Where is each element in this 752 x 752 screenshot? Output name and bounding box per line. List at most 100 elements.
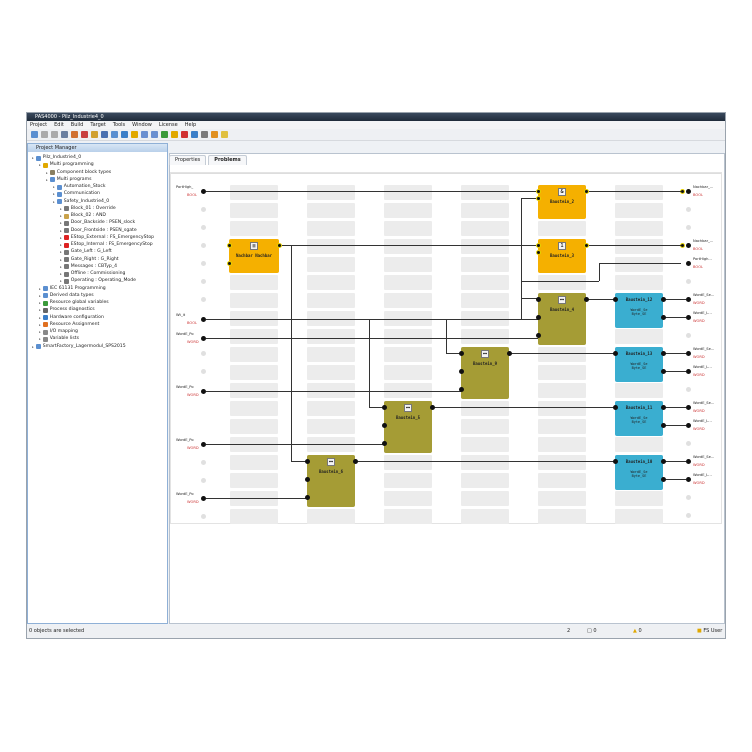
block-pin[interactable]	[304, 458, 310, 464]
expand-arrow-icon[interactable]: ▸	[60, 257, 62, 262]
function-block[interactable]: Baustein_10 WordE_Se Byte_SE	[612, 455, 666, 490]
expand-arrow-icon[interactable]: ▸	[60, 221, 62, 226]
block-pin[interactable]	[429, 404, 435, 410]
input-port[interactable]	[201, 496, 206, 501]
toolbar-button-icon[interactable]	[151, 131, 158, 138]
block-pin[interactable]	[535, 332, 541, 338]
block-pin[interactable]	[583, 296, 589, 302]
expand-arrow-icon[interactable]: ▸	[53, 185, 55, 189]
tree-item[interactable]: ▸ Safety_Industrie4_0	[53, 199, 109, 205]
block-pin[interactable]	[660, 476, 666, 482]
block-pin[interactable]	[352, 458, 358, 464]
block-pin[interactable]	[660, 296, 666, 302]
function-block[interactable]: & Baustein_2	[535, 185, 589, 219]
function-block[interactable]: Baustein_13 WordE_Se Byte_SE	[612, 347, 666, 382]
block-pin[interactable]	[583, 188, 589, 194]
empty-port[interactable]	[686, 495, 691, 500]
block-pin[interactable]	[660, 458, 666, 464]
menu-project[interactable]: Project	[30, 122, 48, 128]
expand-arrow-icon[interactable]: ▸	[60, 228, 62, 233]
toolbar-button-icon[interactable]	[181, 131, 188, 138]
empty-port[interactable]	[686, 225, 691, 230]
input-port[interactable]	[201, 317, 206, 322]
block-pin[interactable]	[612, 350, 618, 356]
tree-item[interactable]: ▸ Block_01 : Override	[60, 206, 116, 212]
empty-port[interactable]	[686, 513, 691, 518]
output-port[interactable]	[686, 315, 691, 320]
empty-port[interactable]	[201, 460, 206, 465]
tree-item[interactable]: ▸ Communication	[53, 191, 100, 197]
empty-port[interactable]	[201, 478, 206, 483]
block-pin[interactable]	[583, 242, 589, 248]
empty-port[interactable]	[201, 225, 206, 230]
block-pin[interactable]	[304, 476, 310, 482]
input-port[interactable]	[201, 336, 206, 341]
toolbar-button-icon[interactable]	[201, 131, 208, 138]
block-pin[interactable]	[381, 404, 387, 410]
toolbar-button-icon[interactable]	[51, 131, 58, 138]
expand-arrow-icon[interactable]: ▸	[39, 286, 41, 291]
toolbar-button-icon[interactable]	[161, 131, 168, 138]
output-port[interactable]	[686, 351, 691, 356]
menu-edit[interactable]: Edit	[54, 122, 64, 128]
block-pin[interactable]	[660, 404, 666, 410]
toolbar-button-icon[interactable]	[61, 131, 68, 138]
expand-arrow-icon[interactable]: ▸	[60, 214, 62, 218]
tree-item[interactable]: ▸ Multi programming	[39, 162, 94, 168]
output-port[interactable]	[686, 477, 691, 482]
tree-item[interactable]: ▸ Gate_Right : G_Right	[60, 257, 119, 263]
block-pin[interactable]	[226, 242, 232, 248]
block-pin[interactable]	[381, 440, 387, 446]
tree-item[interactable]: ▸ Messages : CBTyp_4	[60, 264, 117, 270]
toolbar-button-icon[interactable]	[131, 131, 138, 138]
empty-port[interactable]	[201, 297, 206, 302]
menu-target[interactable]: Target	[90, 122, 106, 128]
block-pin[interactable]	[304, 494, 310, 500]
expand-arrow-icon[interactable]: ▸	[39, 337, 41, 342]
block-pin[interactable]	[535, 296, 541, 302]
toolbar-button-icon[interactable]	[121, 131, 128, 138]
function-block[interactable]: 1 Baustein_3	[535, 239, 589, 273]
tree-item[interactable]: ▸ I/O mapping	[39, 329, 78, 335]
empty-port[interactable]	[201, 207, 206, 212]
block-pin[interactable]	[458, 350, 464, 356]
toolbar-button-icon[interactable]	[101, 131, 108, 138]
expand-arrow-icon[interactable]: ▸	[60, 279, 62, 284]
menu-window[interactable]: Window	[132, 122, 152, 128]
block-pin[interactable]	[660, 422, 666, 428]
output-port[interactable]	[686, 189, 691, 194]
block-pin[interactable]	[535, 242, 541, 248]
empty-port[interactable]	[686, 207, 691, 212]
output-port[interactable]	[686, 243, 691, 248]
input-port[interactable]	[201, 389, 206, 394]
expand-arrow-icon[interactable]: ▸	[39, 293, 41, 298]
block-pin[interactable]	[458, 368, 464, 374]
output-port[interactable]	[686, 297, 691, 302]
output-port[interactable]	[686, 405, 691, 410]
function-block[interactable]: ⎓ Baustein_6	[304, 455, 358, 507]
input-port[interactable]	[201, 189, 206, 194]
expand-arrow-icon[interactable]: ▸	[46, 177, 48, 182]
menu-build[interactable]: Build	[70, 122, 84, 128]
expand-arrow-icon[interactable]: ▸	[39, 315, 41, 320]
empty-port[interactable]	[686, 279, 691, 284]
tree-item[interactable]: ▸ Gate_Left : G_Left	[60, 249, 112, 255]
block-pin[interactable]	[535, 249, 541, 255]
expand-arrow-icon[interactable]: ▸	[39, 163, 41, 168]
output-port[interactable]	[686, 423, 691, 428]
toolbar-button-icon[interactable]	[141, 131, 148, 138]
empty-port[interactable]	[201, 514, 206, 519]
block-pin[interactable]	[660, 350, 666, 356]
toolbar-button-icon[interactable]	[81, 131, 88, 138]
output-port[interactable]	[686, 261, 691, 266]
block-pin[interactable]	[612, 296, 618, 302]
tree-item[interactable]: ▸ EStop_Internal : FS_EmergencyStop	[60, 242, 153, 248]
toolbar-button-icon[interactable]	[211, 131, 218, 138]
toolbar-button-icon[interactable]	[31, 131, 38, 138]
toolbar-button-icon[interactable]	[41, 131, 48, 138]
toolbar-button-icon[interactable]	[111, 131, 118, 138]
empty-port[interactable]	[201, 261, 206, 266]
expand-arrow-icon[interactable]: ▸	[60, 243, 62, 247]
diagram-canvas[interactable]: PortHigh_ BOOL Wt_it BOOL WordE_Po WORD WordE_…	[170, 172, 722, 524]
expand-arrow-icon[interactable]: ▸	[60, 250, 62, 255]
